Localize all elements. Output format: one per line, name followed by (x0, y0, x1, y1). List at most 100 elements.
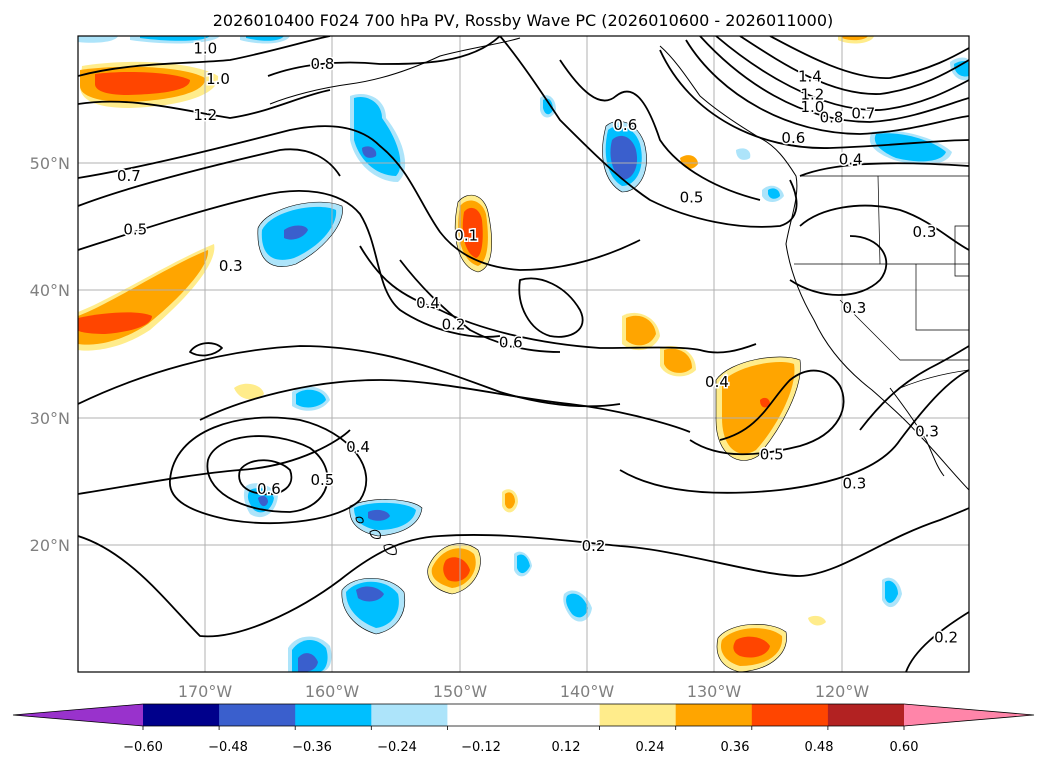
contour-label: 0.6 (781, 129, 805, 147)
contour-0-5-west (78, 148, 341, 207)
political-borders (794, 175, 969, 389)
lon-label-120w: 120°W (815, 682, 870, 701)
contour-label: 0.6 (257, 480, 281, 498)
contour-label: 0.5 (123, 220, 147, 238)
contour-label: 1.2 (801, 86, 825, 104)
contour-labels: 1.00.81.01.20.70.50.30.40.20.10.60.50.60… (115, 38, 959, 648)
contour-0-3-land-3 (859, 345, 969, 431)
contour-label: 0.3 (843, 299, 867, 317)
lon-label-150w: 150°W (433, 682, 488, 701)
contour-label: 1.0 (801, 98, 825, 116)
colorbar-swatch (143, 704, 220, 726)
contour-label: 0.7 (851, 105, 875, 123)
contour-label: 0.2 (934, 629, 958, 647)
colorbar-swatch (219, 704, 296, 726)
contour-label: 0.6 (499, 334, 523, 352)
contour-0-3-land-2 (789, 235, 888, 296)
contour-0-6-central (518, 277, 584, 338)
contour-0-3-east (619, 369, 969, 494)
lat-label-40n: 40°N (30, 281, 70, 300)
contour-label: 0.1 (454, 227, 478, 245)
chart-title: 2026010400 F024 700 hPa PV, Rossby Wave … (213, 11, 834, 30)
positive-anomaly-north-central (455, 195, 492, 272)
negative-anomaly-south (78, 36, 902, 672)
lon-label-160w: 160°W (305, 682, 360, 701)
colorbar-swatch (827, 704, 905, 726)
contour-0-7-west (78, 125, 641, 271)
contour-0-8-north (699, 36, 969, 123)
negative-anomaly-aleutian (350, 94, 406, 182)
contour-label: 1.0 (206, 70, 230, 88)
positive-anomaly-subtropical (234, 36, 874, 672)
border-state-3 (915, 264, 969, 331)
contour-label: 0.3 (843, 475, 867, 493)
contour-0-4-central (359, 245, 757, 354)
colorbar-tick-label: −0.60 (123, 740, 163, 755)
contour-label: 0.4 (416, 294, 440, 312)
lat-label-30n: 30°N (30, 409, 70, 428)
latitude-labels: 50°N 40°N 30°N 20°N (30, 154, 70, 555)
colorbar-tick-label: 0.60 (890, 740, 919, 755)
colorbar-swatch (675, 704, 753, 726)
contour-label: 0.3 (913, 223, 937, 241)
lon-label-130w: 130°W (687, 682, 742, 701)
positive-anomaly-dateline-band (78, 244, 215, 351)
contour-label: 0.6 (613, 116, 637, 134)
coast-hawaii-2 (369, 529, 381, 539)
colorbar-extend-under (13, 704, 143, 726)
contour-0-5-east (689, 369, 845, 456)
contour-1-2-north (739, 36, 969, 95)
contour-0-3-mid (199, 379, 691, 433)
contour-1-2-west (78, 89, 331, 119)
coastlines (269, 37, 969, 555)
colorbar-tick-label: −0.12 (461, 740, 501, 755)
contour-0-4-canada (799, 162, 969, 177)
colorbar-swatch (447, 704, 601, 726)
contour-1-4-north (769, 36, 969, 79)
colorbar-extend-over (904, 704, 1034, 726)
contour-label: 0.3 (915, 423, 939, 441)
colorbar-swatch (599, 704, 677, 726)
coast-baja (889, 387, 945, 477)
colorbar-tick-label: −0.24 (377, 740, 417, 755)
colorbar-swatch (371, 704, 448, 726)
contour-0-5-low (206, 435, 329, 513)
negative-anomaly-canada-coast (869, 57, 969, 165)
contour-label: 1.4 (798, 68, 822, 86)
coast-hawaii-3 (355, 516, 364, 524)
contour-0-3-land-1 (799, 204, 969, 251)
contour-label: 0.3 (219, 257, 243, 275)
colorbar-swatch (751, 704, 829, 726)
contour-0-4-low-outer (169, 416, 367, 524)
colorbar-tick-label: 0.36 (721, 740, 750, 755)
contour-label: 0.4 (839, 150, 863, 168)
contour-0-2-south (78, 507, 969, 638)
coast-hawaii-1 (383, 543, 397, 555)
contour-0-5-gulf (559, 59, 761, 201)
contour-0-2-central (399, 259, 561, 353)
colorbar-tick-label: −0.48 (208, 740, 248, 755)
colorbar-tick-label: 0.12 (552, 740, 581, 755)
contour-0-6-east (499, 36, 798, 228)
colorbar-tick-labels: −0.60 −0.48 −0.36 −0.24 −0.12 0.12 0.24 … (123, 740, 918, 755)
lon-label-170w: 170°W (178, 682, 233, 701)
colorbar-tick-label: 0.48 (805, 740, 834, 755)
lat-label-50n: 50°N (30, 154, 70, 173)
contour-1-0-west (78, 36, 331, 77)
colorbar-swatch (295, 704, 372, 726)
map-frame (77, 35, 970, 673)
contour-label: 0.5 (760, 445, 784, 463)
contour-label: 1.0 (193, 40, 217, 58)
coast-north-america (659, 45, 969, 491)
contour-0-8-west (267, 36, 501, 77)
contour-1-0-north (715, 36, 969, 111)
shading-outlines (257, 121, 801, 672)
contour-0-3-west (78, 190, 501, 338)
negative-anomaly-central-pacific (257, 202, 343, 267)
contour-label: 0.8 (820, 108, 844, 126)
colorbar (12, 703, 1035, 730)
contour-small-loop (189, 342, 223, 357)
contour-0-6-north (659, 49, 969, 149)
colorbar-tick-label: −0.36 (292, 740, 332, 755)
